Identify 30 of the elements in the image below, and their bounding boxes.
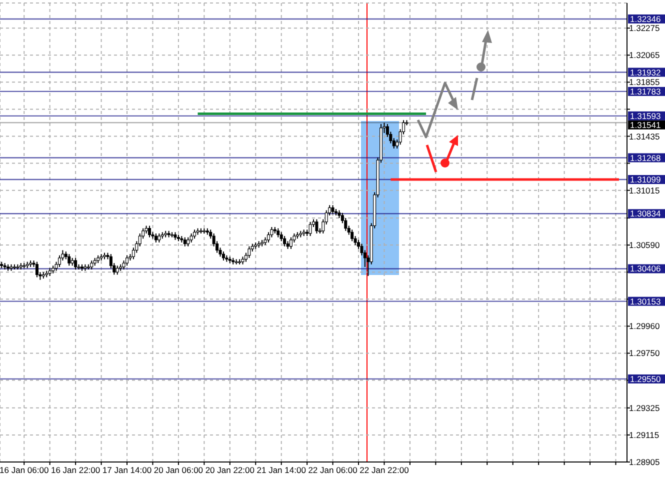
- ref-line-label: 1.32346: [630, 14, 661, 24]
- ref-line-label: 1.29550: [630, 374, 661, 384]
- ref-line-label: 1.31541: [630, 120, 661, 130]
- x-tick-label: 16 Jan 06:00: [0, 465, 49, 476]
- y-tick-label: 1.30590: [629, 240, 660, 250]
- y-tick-label: 1.29115: [629, 430, 660, 440]
- y-tick-label: 1.31435: [629, 131, 660, 142]
- y-tick-label: 1.31855: [629, 77, 660, 88]
- ref-line-label: 1.31932: [630, 67, 661, 78]
- x-tick-label: 22 Jan 22:00: [360, 465, 410, 476]
- x-tick-label: 20 Jan 06:00: [154, 465, 204, 476]
- y-tick-label: 1.32275: [629, 23, 660, 34]
- ref-line-label: 1.31783: [630, 86, 661, 96]
- ref-line-label: 1.30153: [630, 296, 661, 306]
- x-tick-label: 17 Jan 14:00: [102, 465, 152, 476]
- y-tick-label: 1.28905: [629, 457, 660, 468]
- y-tick-label: 1.29960: [629, 321, 660, 332]
- x-tick-label: 20 Jan 22:00: [205, 465, 255, 476]
- x-tick-label: 22 Jan 06:00: [308, 465, 358, 476]
- y-tick-label: 1.31015: [629, 185, 660, 196]
- y-tick-label: 1.29325: [629, 402, 660, 413]
- ref-line-label: 1.31268: [630, 152, 661, 163]
- ref-line-label: 1.30834: [630, 208, 661, 219]
- y-tick-label: 1.29750: [629, 348, 660, 358]
- x-tick-label: 21 Jan 14:00: [256, 465, 306, 476]
- x-tick-label: 16 Jan 22:00: [50, 465, 100, 476]
- ref-line-label: 1.31099: [630, 174, 661, 185]
- ref-line-label: 1.30406: [630, 264, 661, 274]
- ref-line-label: 1.31593: [630, 110, 661, 121]
- y-tick-label: 1.32065: [629, 50, 660, 60]
